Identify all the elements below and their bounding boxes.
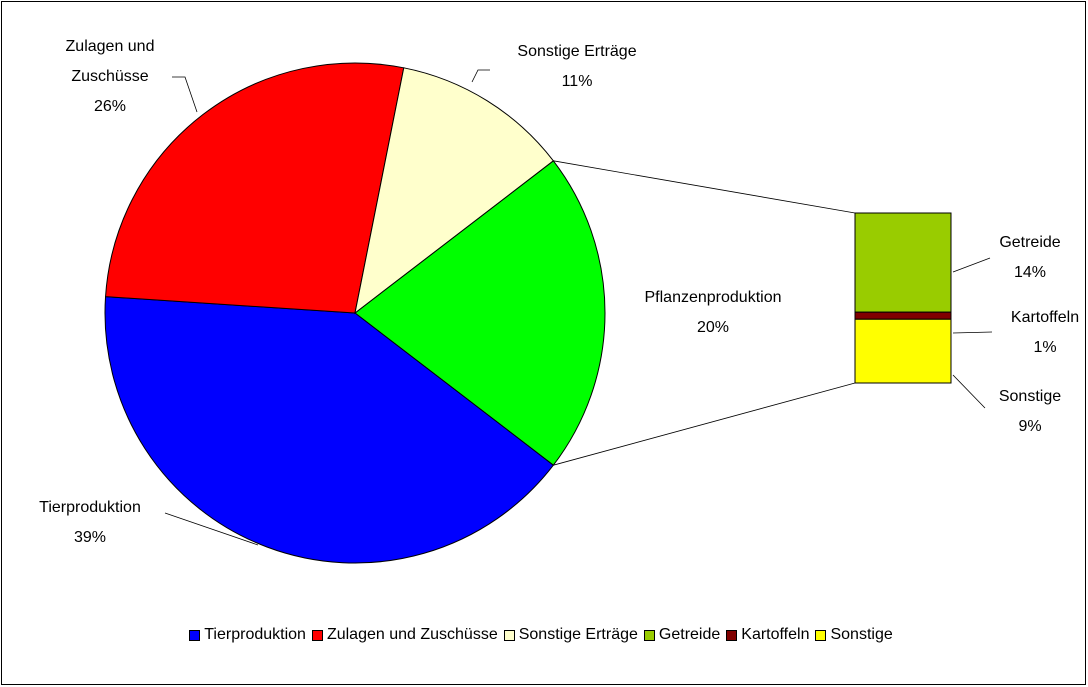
data-label-value: 26%: [93, 98, 127, 115]
leader-line: [164, 512, 259, 546]
legend-item: Sonstige: [815, 626, 893, 644]
data-label-value: 14%: [1013, 264, 1047, 281]
legend-swatch: [643, 629, 655, 641]
connector: [553, 160, 856, 214]
data-label-name: Sonstige Erträge: [517, 43, 637, 60]
pie-slice: [105, 62, 405, 314]
connector: [553, 382, 856, 466]
leader-line: [952, 331, 993, 334]
legend-label: Sonstige Erträge: [518, 626, 638, 643]
data-label: Pflanzenproduktion 20%: [603, 283, 823, 343]
legend-swatch: [815, 629, 827, 641]
data-label-value: 11%: [561, 73, 593, 90]
legend-item: Sonstige Erträge: [503, 626, 638, 644]
data-label-value: 20%: [696, 319, 730, 336]
data-label-value: 9%: [1018, 418, 1042, 435]
legend-item: Getreide: [643, 626, 721, 644]
pie-slice: [104, 296, 555, 564]
data-label-name: Getreide: [999, 234, 1061, 251]
legend-label: Tierproduktion: [204, 626, 306, 643]
data-label-name: Sonstige: [998, 388, 1062, 405]
legend-swatch: [726, 629, 738, 641]
data-label: Sonstige 9%: [970, 382, 1088, 442]
legend-item: Kartoffeln: [726, 626, 809, 644]
bar-segment: [854, 318, 952, 384]
legend-swatch: [189, 629, 201, 641]
data-label-value: 1%: [1033, 339, 1057, 356]
data-label-value: 39%: [73, 529, 107, 546]
legend-swatch: [503, 629, 515, 641]
legend-swatch: [311, 629, 323, 641]
leader-line: [952, 257, 991, 273]
data-label: Sonstige Erträge 11%: [467, 37, 687, 97]
data-label-name: Kartoffeln: [1010, 309, 1080, 326]
legend-label: Sonstige: [830, 626, 893, 643]
legend-label: Getreide: [658, 626, 721, 643]
data-label: Kartoffeln 1%: [985, 303, 1088, 363]
data-label: Getreide 14%: [970, 228, 1088, 288]
data-label-name: Pflanzenproduktion: [644, 289, 782, 306]
data-label: Zulagen und Zuschüsse 26%: [45, 32, 175, 122]
legend-label: Zulagen und Zuschüsse: [326, 626, 498, 643]
leader-line: [172, 76, 198, 113]
bar-segment: [854, 311, 952, 320]
leader-line: [952, 374, 986, 409]
data-label: Tierproduktion 39%: [20, 493, 160, 553]
pie-slice: [354, 67, 555, 315]
data-label-name: Zulagen und Zuschüsse: [65, 38, 155, 85]
legend: Tierproduktion Zulagen und Zuschüsse Sonst…: [0, 626, 1088, 644]
legend-item: Zulagen und Zuschüsse: [311, 626, 498, 644]
bar-segment: [854, 212, 952, 313]
leader-line: [471, 69, 490, 83]
pie-slice: [354, 160, 606, 466]
legend-label: Kartoffeln: [741, 626, 810, 643]
legend-item: Tierproduktion: [189, 626, 306, 644]
data-label-name: Tierproduktion: [39, 499, 141, 516]
